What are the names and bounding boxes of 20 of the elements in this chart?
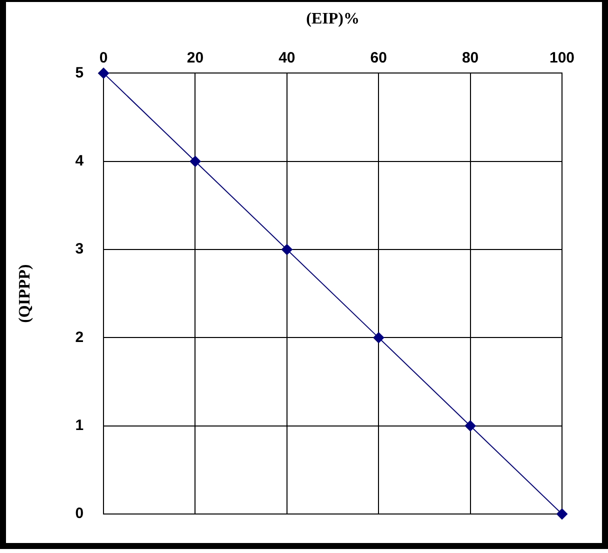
x-axis-title: (EIP)% (306, 10, 360, 28)
point (556, 508, 568, 520)
x-tick-label: 80 (462, 49, 479, 66)
x-tick-label: 40 (278, 49, 296, 66)
x-tick-label: 20 (186, 49, 204, 66)
y-tick-label: 1 (75, 416, 84, 434)
y-tick-label: 3 (75, 240, 84, 258)
y-axis-title: (QIPPP) (16, 264, 34, 323)
x-tick-label: 100 (549, 49, 575, 66)
point (190, 156, 201, 167)
point (464, 420, 476, 432)
y-tick-label: 5 (75, 64, 84, 82)
y-tick-label: 0 (75, 505, 84, 522)
point (281, 244, 292, 256)
x-tick-label: 0 (99, 49, 108, 66)
x-tick-label: 60 (370, 49, 387, 66)
point (98, 68, 110, 79)
y-tick-label: 2 (75, 328, 84, 346)
y-tick-label: 4 (75, 152, 84, 170)
point (373, 332, 384, 344)
